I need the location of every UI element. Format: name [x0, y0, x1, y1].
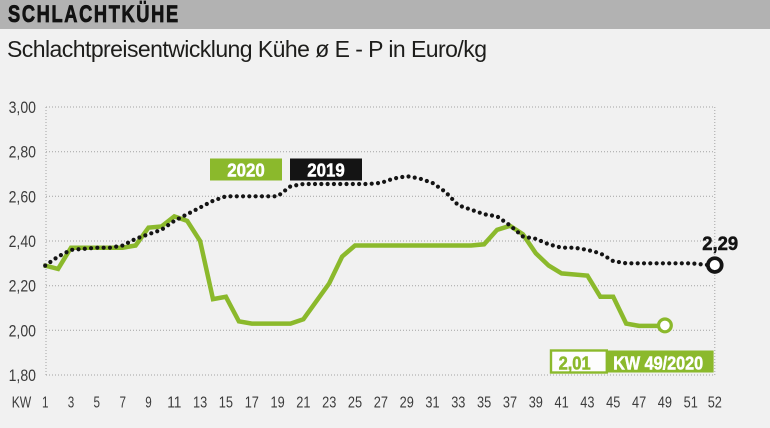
- svg-text:5: 5: [94, 394, 101, 411]
- svg-text:KW 49/2020: KW 49/2020: [613, 353, 703, 373]
- svg-text:47: 47: [632, 394, 646, 411]
- svg-text:2020: 2020: [227, 160, 264, 180]
- svg-text:KW: KW: [12, 394, 32, 411]
- svg-text:37: 37: [503, 394, 517, 411]
- svg-text:2,40: 2,40: [9, 232, 36, 251]
- svg-text:33: 33: [451, 394, 465, 411]
- svg-text:49: 49: [658, 394, 672, 411]
- svg-text:11: 11: [167, 394, 181, 411]
- svg-text:25: 25: [348, 394, 362, 411]
- svg-text:2,01: 2,01: [559, 353, 591, 373]
- svg-text:41: 41: [555, 394, 569, 411]
- svg-text:3,00: 3,00: [9, 98, 36, 117]
- svg-text:2,60: 2,60: [9, 187, 36, 206]
- svg-text:27: 27: [374, 394, 388, 411]
- svg-text:3: 3: [68, 394, 75, 411]
- svg-text:23: 23: [322, 394, 336, 411]
- svg-text:2,00: 2,00: [9, 321, 36, 340]
- svg-text:2,20: 2,20: [9, 277, 36, 296]
- svg-text:1,80: 1,80: [9, 366, 36, 385]
- svg-text:19: 19: [271, 394, 285, 411]
- svg-text:1: 1: [42, 394, 49, 411]
- svg-text:9: 9: [145, 394, 152, 411]
- svg-text:13: 13: [193, 394, 207, 411]
- svg-text:45: 45: [606, 394, 620, 411]
- svg-text:29: 29: [400, 394, 414, 411]
- svg-text:2,29: 2,29: [702, 234, 738, 255]
- svg-text:2019: 2019: [307, 160, 344, 180]
- svg-text:35: 35: [477, 394, 491, 411]
- svg-text:39: 39: [529, 394, 543, 411]
- svg-text:2,80: 2,80: [9, 143, 36, 162]
- svg-text:21: 21: [296, 394, 310, 411]
- svg-text:52: 52: [708, 394, 722, 411]
- svg-text:51: 51: [684, 394, 698, 411]
- svg-text:15: 15: [219, 394, 233, 411]
- svg-text:7: 7: [120, 394, 127, 411]
- svg-text:43: 43: [580, 394, 594, 411]
- svg-text:17: 17: [245, 394, 259, 411]
- svg-text:31: 31: [425, 394, 439, 411]
